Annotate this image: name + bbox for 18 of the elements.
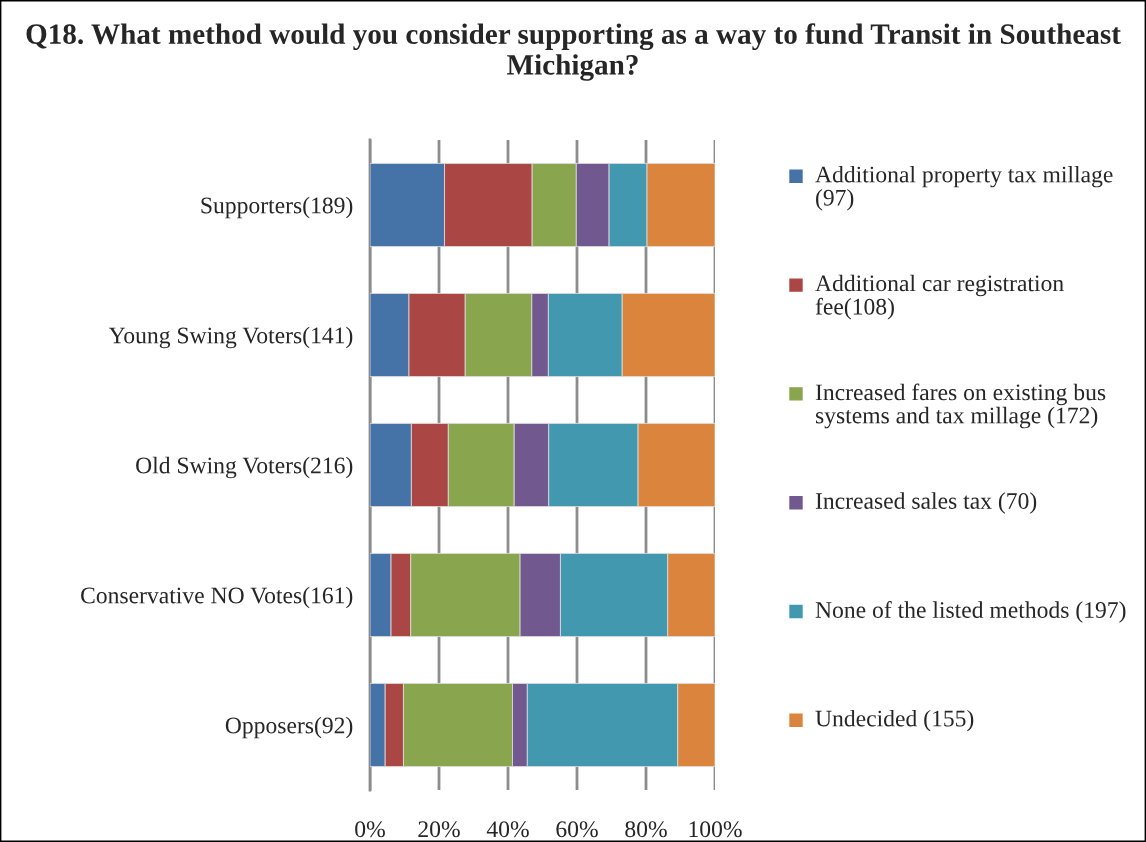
legend-label: Increased fares on existing bus systems and tax millage (172)	[815, 383, 1106, 429]
legend-label: Additional car registration fee(108)	[815, 274, 1064, 320]
x-tick-label: 20%	[418, 821, 460, 838]
legend-label: Increased sales tax (70)	[815, 492, 1037, 514]
y-tick-label: Young Swing Voters(141)	[108, 326, 353, 349]
y-tick-label: Supporters(189)	[201, 196, 353, 219]
legend-label: None of the listed methods (197)	[815, 601, 1126, 623]
y-tick-label: Conservative NO Votes(161)	[81, 586, 353, 609]
x-tick-label: 60%	[556, 821, 598, 838]
x-tick-label: 0%	[355, 821, 385, 838]
x-tick-label: 80%	[625, 821, 667, 838]
x-tick-label: 40%	[486, 821, 529, 838]
y-tick-label: Old Swing Voters(216)	[136, 456, 353, 479]
x-tick-label: 100%	[689, 821, 742, 838]
legend-label: Undecided (155)	[815, 709, 974, 732]
y-tick-label: Opposers(92)	[225, 716, 353, 739]
chart-title: Q18. What method would you consider supporting as a way to fund Transit in Southeast Michigan?	[26, 23, 1121, 81]
legend-label: Additional property tax millage (97)	[815, 165, 1113, 211]
